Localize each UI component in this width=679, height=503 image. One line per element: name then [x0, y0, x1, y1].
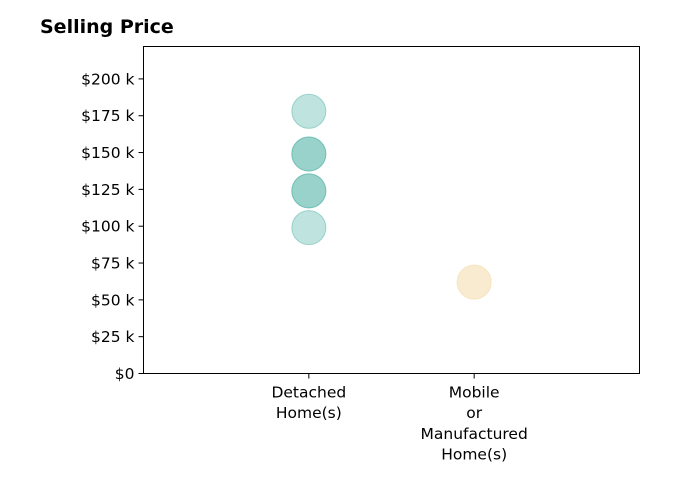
data-point — [291, 173, 327, 209]
y-tick-label: $150 k — [81, 144, 134, 162]
y-tick-label: $200 k — [81, 70, 134, 88]
y-tick-label: $75 k — [91, 255, 135, 273]
y-tick-label: $50 k — [91, 291, 135, 309]
y-tick-label: $100 k — [81, 218, 134, 236]
x-tick-label-line: or — [466, 404, 482, 422]
x-tick-label: Detached Home(s) — [271, 384, 346, 423]
x-tick-label-line: Mobile — [449, 384, 500, 402]
y-tick-label: $0 — [115, 365, 135, 383]
plot-area-frame — [143, 46, 640, 374]
x-tick-label-line: Detached — [271, 384, 346, 402]
x-tick-label: Mobile or Manufactured Home(s) — [421, 384, 528, 464]
x-tick-label-line: Manufactured — [421, 425, 528, 443]
y-tick-label: $125 k — [81, 181, 134, 199]
chart-title: Selling Price — [40, 16, 174, 38]
y-axis: $0 $25 k $50 k $75 k $100 k $125 k $150 k $175 … — [81, 70, 144, 383]
data-points — [291, 93, 492, 300]
y-tick-label: $175 k — [81, 107, 134, 125]
data-point — [291, 210, 327, 246]
data-point — [291, 136, 327, 172]
x-axis: Detached Home(s) Mobile or Manufactured Home(… — [271, 373, 528, 464]
data-point — [456, 264, 492, 300]
y-tick-label: $25 k — [91, 328, 135, 346]
x-tick-label-line: Home(s) — [276, 404, 342, 422]
x-tick-label-line: Home(s) — [441, 446, 507, 464]
data-point — [291, 93, 327, 129]
